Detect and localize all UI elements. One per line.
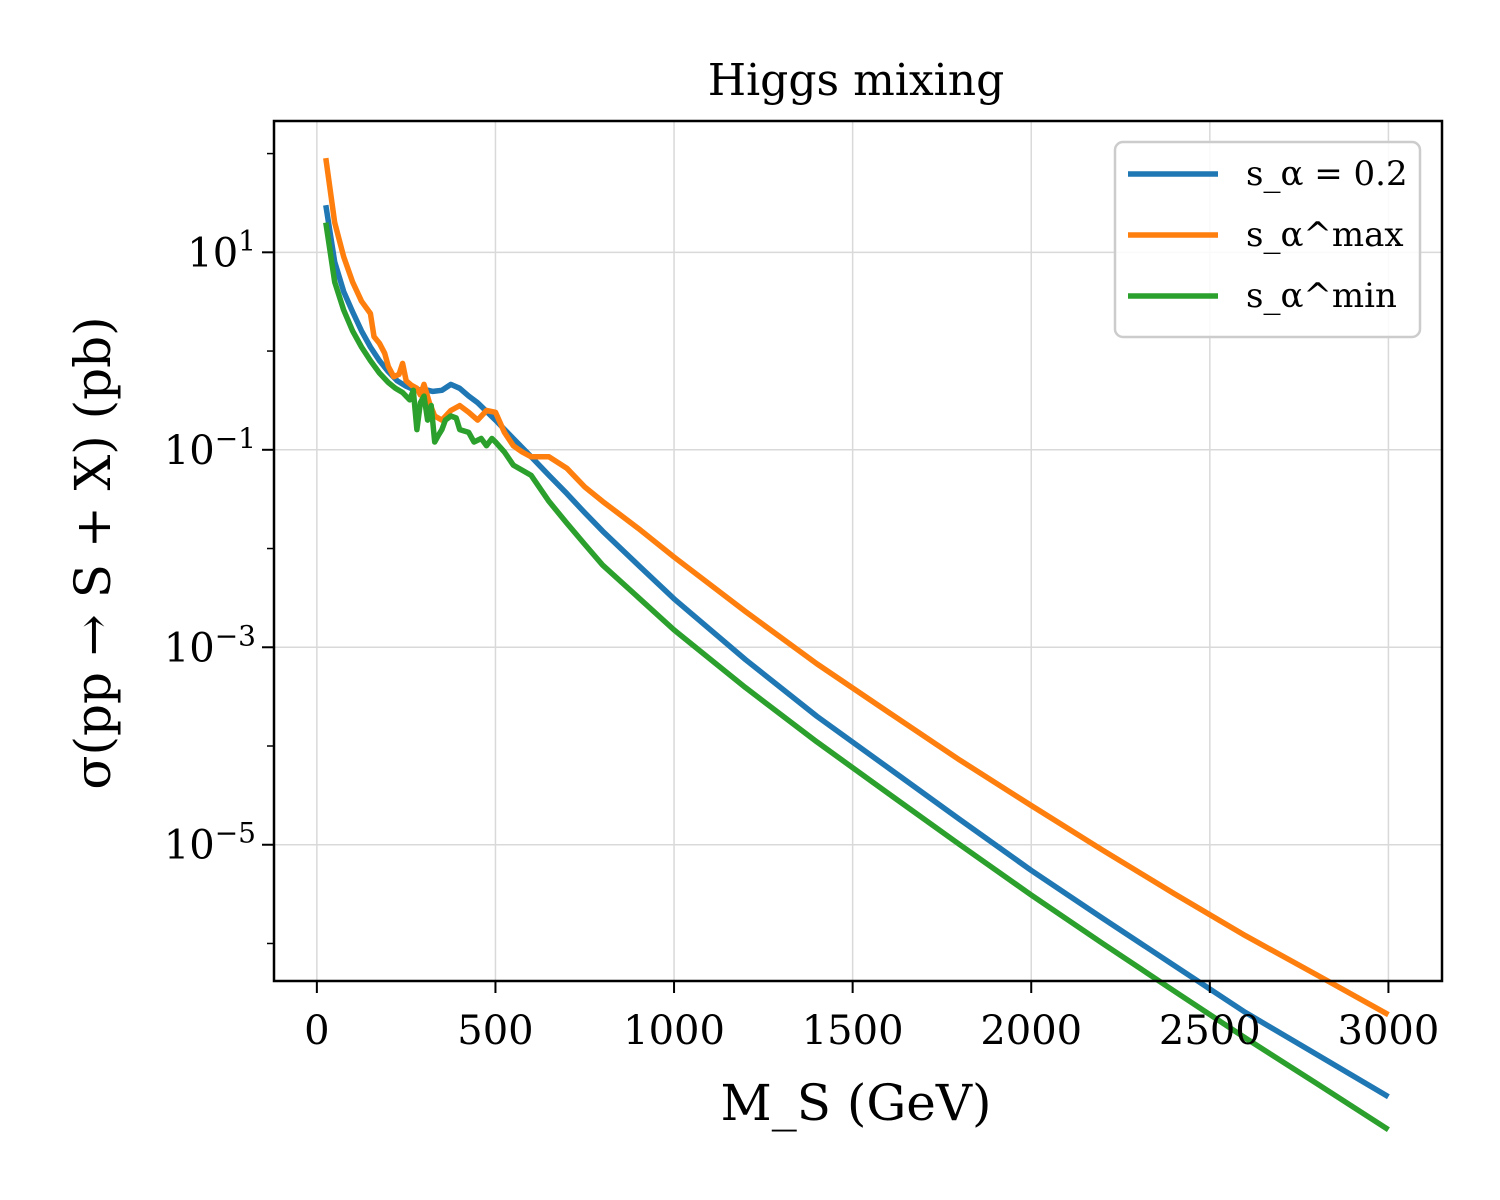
series-line-2 xyxy=(323,157,1390,1018)
y-tick-label: 10−5 xyxy=(164,817,256,869)
y-tick-label: 10−3 xyxy=(164,619,256,671)
legend-label: s_α^min xyxy=(1246,276,1397,316)
chart-title: Higgs mixing xyxy=(708,55,1005,106)
y-tick-label: 10−1 xyxy=(164,422,256,474)
series-line-3 xyxy=(323,222,1390,1133)
x-tick-label: 1000 xyxy=(623,1008,725,1054)
x-tick-label: 2000 xyxy=(980,1008,1082,1054)
plot-frame xyxy=(272,119,1444,983)
y-axis-ticks: 101 10−1 10−3 10−5 xyxy=(164,152,274,945)
x-tick-label: 0 xyxy=(304,1008,329,1054)
x-axis-ticks: 0 500 1000 1500 2000 2500 3000 xyxy=(304,981,1439,1054)
y-axis-label: σ(pp → S + X) (pb) xyxy=(64,316,122,789)
x-tick-label: 3000 xyxy=(1338,1008,1440,1054)
legend-box xyxy=(1113,140,1422,339)
x-tick-label: 500 xyxy=(457,1008,533,1054)
legend-label: s_α^max xyxy=(1246,215,1404,255)
series-line-1 xyxy=(323,204,1390,1100)
series-lines xyxy=(323,157,1390,1133)
x-tick-label: 2500 xyxy=(1159,1008,1261,1054)
x-tick-label: 1500 xyxy=(802,1008,904,1054)
grid-lines xyxy=(274,121,1442,981)
legend: s_α = 0.2 s_α^max s_α^min xyxy=(1113,140,1422,339)
x-axis-label: M_S (GeV) xyxy=(721,1074,992,1132)
y-tick-label: 101 xyxy=(187,224,256,276)
legend-label: s_α = 0.2 xyxy=(1246,154,1408,194)
